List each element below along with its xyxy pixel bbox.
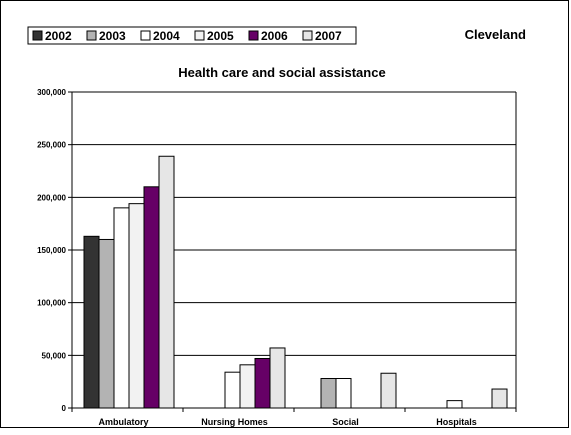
x-tick-label: Nursing Homes bbox=[201, 417, 268, 427]
bars bbox=[83, 155, 508, 409]
legend-box bbox=[27, 26, 357, 45]
legend-label: 2007 bbox=[315, 29, 342, 43]
x-tick-labels: Ambulatory Nursing Homes Social Hospitals bbox=[98, 417, 476, 427]
legend-swatch bbox=[194, 30, 205, 41]
x-tick-label: Hospitals bbox=[436, 417, 477, 427]
legend-swatch bbox=[86, 30, 97, 41]
legend-swatch bbox=[302, 30, 313, 41]
axes bbox=[68, 91, 517, 412]
x-tick-label: Ambulatory bbox=[98, 417, 148, 427]
legend-swatch bbox=[140, 30, 151, 41]
y-tick-label: 200,000 bbox=[37, 193, 66, 202]
y-tick-label: 0 bbox=[62, 404, 67, 413]
legend-label: 2004 bbox=[153, 29, 180, 43]
y-tick-label: 150,000 bbox=[37, 246, 66, 255]
location-label: Cleveland bbox=[465, 27, 526, 42]
y-tick-label: 50,000 bbox=[42, 351, 67, 360]
legend-label: 2003 bbox=[99, 29, 126, 43]
x-tick-label: Social bbox=[332, 417, 359, 427]
y-tick-labels: 0 50,000 100,000 150,000 200,000 250,000 300,0… bbox=[37, 88, 66, 413]
chart-title: Health care and social assistance bbox=[178, 65, 385, 80]
legend-label: 2005 bbox=[207, 29, 234, 43]
legend-swatch bbox=[32, 30, 43, 41]
y-tick-label: 250,000 bbox=[37, 141, 66, 150]
legend-label: 2006 bbox=[261, 29, 288, 43]
y-tick-label: 300,000 bbox=[37, 88, 66, 97]
legend: 2002 2003 2004 2005 2006 2007 bbox=[27, 26, 357, 45]
legend-swatch bbox=[248, 30, 259, 41]
y-tick-label: 100,000 bbox=[37, 299, 66, 308]
legend-label: 2002 bbox=[45, 29, 72, 43]
